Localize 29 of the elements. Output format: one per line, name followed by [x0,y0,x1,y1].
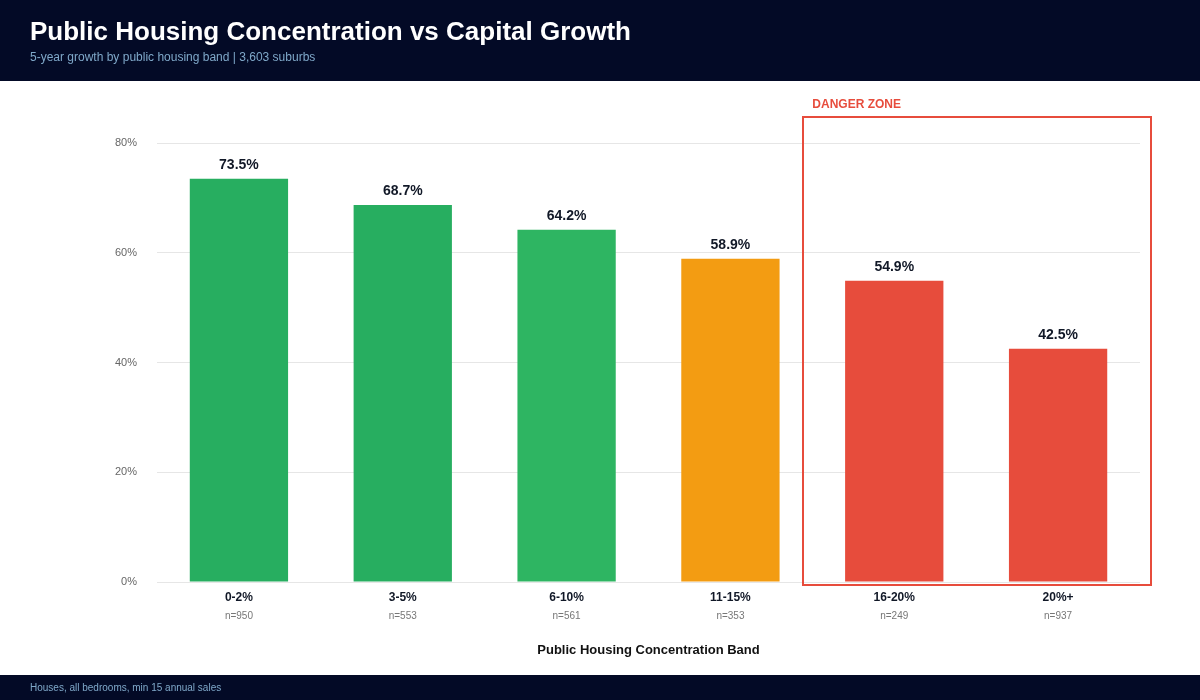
text: DANGER ZONE [812,97,901,111]
chart-subtitle: 5-year growth by public housing band | 3,603 suburbs [30,50,316,64]
x-axis-title: Public Housing Concentration Band [537,641,760,657]
header-panel: Public Housing Concentration vs Capital Growth 5-year growth by public housing band | 3,603 suburbs [0,0,1200,81]
category-label: 0-2% n=950 [224,589,253,621]
bar [353,205,452,582]
category-label: 3-5% n=553 [388,589,417,621]
category-label: 20%+ n=937 [1042,589,1074,621]
y-tick-label: 20% [114,465,138,478]
data-label: 58.9% [710,235,751,252]
category-label: 16-20% n=249 [873,589,915,621]
bar [189,178,289,582]
bar [517,229,616,582]
bar [681,258,780,582]
bar [845,280,944,582]
chart-title: Public Housing Concentration vs Capital Growth [30,16,631,47]
y-tick-label: 60% [114,245,138,258]
data-label: 42.5% [1038,325,1079,342]
category-label: 6-10% n=561 [549,589,584,621]
data-label: 73.5% [219,155,260,172]
y-tick-label: 40% [114,355,138,368]
bar [1008,348,1108,582]
footer-panel: Houses, all bedrooms, min 15 annual sales [0,675,1200,700]
category-label: 11-15% n=353 [710,589,751,621]
data-label: 64.2% [546,206,587,223]
data-label: 54.9% [874,257,915,274]
y-tick-label: 0% [121,575,138,588]
data-label: 68.7% [382,181,424,198]
y-tick-label: 80% [114,136,138,149]
